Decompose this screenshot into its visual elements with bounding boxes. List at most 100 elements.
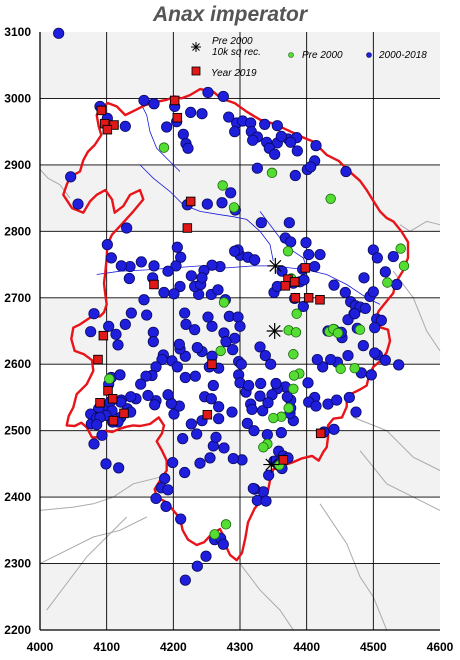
- blue-record-dot: [142, 389, 154, 402]
- red-record-square: [172, 112, 183, 123]
- blue-record-dot: [257, 405, 269, 417]
- blue-record-dot: [140, 370, 152, 382]
- red-record-square: [315, 428, 326, 439]
- green-record-dot: [288, 349, 299, 360]
- green-record-dot: [282, 246, 294, 257]
- blue-record-dot: [234, 320, 246, 332]
- x-tick-label: 4500: [360, 640, 387, 654]
- blue-record-dot: [147, 326, 159, 338]
- blue-record-dot: [179, 466, 191, 479]
- blue-record-dot: [72, 198, 84, 210]
- y-tick-label: 2600: [4, 357, 31, 371]
- blue-record-dot: [119, 120, 131, 132]
- blue-record-dot: [302, 377, 314, 389]
- blue-record-dot: [289, 169, 301, 182]
- blue-record-dot: [218, 442, 230, 454]
- green-record-dot: [209, 529, 220, 540]
- blue-record-dot: [350, 406, 362, 418]
- blue-record-dot: [189, 370, 201, 382]
- blue-record-dot: [119, 318, 131, 330]
- blue-record-dot: [206, 259, 218, 271]
- legend-red-square-icon: [191, 66, 201, 76]
- blue-record-dot: [369, 347, 381, 359]
- y-tick-label: 3100: [4, 25, 31, 39]
- blue-record-dot: [85, 326, 97, 338]
- blue-record-dot: [265, 358, 277, 370]
- y-tick-label: 2800: [4, 224, 31, 238]
- blue-record-dot: [217, 538, 229, 550]
- river-line: [139, 164, 274, 262]
- blue-record-dot: [275, 427, 287, 439]
- y-tick-label: 2200: [4, 623, 31, 637]
- blue-record-dot: [387, 250, 399, 263]
- blue-record-dot: [177, 433, 189, 445]
- blue-record-dot: [343, 391, 355, 404]
- neighbour-line: [239, 563, 294, 631]
- blue-record-dot: [367, 286, 379, 298]
- y-tick-label: 2900: [4, 158, 31, 172]
- blue-record-dot: [115, 260, 127, 272]
- blue-record-dot: [112, 339, 124, 351]
- blue-record-dot: [342, 349, 354, 362]
- x-tick-label: 4600: [427, 640, 454, 654]
- asterisk-marker: [263, 456, 280, 473]
- blue-record-dot: [285, 236, 297, 248]
- green-record-dot: [288, 370, 300, 381]
- blue-record-dot: [357, 340, 369, 352]
- red-record-square: [315, 295, 325, 305]
- neighbour-boundaries: [39, 169, 441, 631]
- red-record-square: [149, 279, 159, 290]
- legend-pre2000-10k-label: Pre 2000 10k sq rec.: [212, 36, 261, 58]
- blue-record-dot: [259, 118, 271, 130]
- y-tick-label: 2400: [4, 490, 31, 504]
- blue-record-dot: [379, 354, 391, 366]
- blue-record-dot: [161, 121, 173, 133]
- green-record-dot: [332, 327, 344, 339]
- legend-blue-dot-icon: [366, 52, 372, 58]
- blue-record-dot: [149, 399, 161, 411]
- red-record-square: [207, 359, 217, 369]
- red-record-square: [93, 354, 103, 365]
- blue-record-dot: [88, 308, 100, 320]
- x-tick-label: 4300: [227, 640, 254, 654]
- blue-record-dot: [170, 260, 182, 272]
- blue-record-dot: [88, 438, 100, 450]
- blue-record-dot: [262, 397, 274, 409]
- blue-record-dot: [191, 560, 203, 572]
- blue-record-dot: [113, 462, 125, 474]
- blue-record-dot: [205, 393, 217, 405]
- blue-record-dot: [141, 309, 153, 321]
- blue-record-dot: [261, 429, 273, 441]
- blue-record-dot: [171, 361, 183, 373]
- neighbour-line: [319, 503, 388, 631]
- y-tick-label: 2500: [4, 424, 31, 438]
- blue-record-dot: [305, 161, 317, 173]
- blue-record-dot: [91, 419, 103, 431]
- blue-record-dot: [201, 198, 213, 210]
- red-record-square: [95, 398, 105, 408]
- blue-record-dot: [259, 349, 271, 362]
- y-tick-label: 2700: [4, 291, 31, 305]
- blue-record-dot: [110, 328, 122, 340]
- blue-record-dot: [391, 278, 403, 291]
- green-record-dot: [290, 327, 302, 338]
- blue-record-dot: [298, 274, 310, 286]
- y-tick-label: 2300: [4, 557, 31, 571]
- blue-record-dot: [232, 311, 244, 323]
- blue-record-dot: [243, 379, 255, 392]
- blue-record-dot: [191, 428, 203, 440]
- blue-record-dot: [123, 272, 135, 285]
- neighbour-line: [39, 476, 161, 511]
- blue-record-dot: [254, 390, 266, 402]
- blue-record-dot: [251, 162, 263, 174]
- blue-record-dot: [271, 120, 283, 132]
- blue-record-dot: [314, 248, 326, 261]
- blue-record-dot: [103, 320, 115, 332]
- blue-record-dot: [225, 187, 237, 199]
- blue-record-dot: [180, 318, 192, 330]
- blue-record-dot: [349, 308, 361, 320]
- green-record-dot: [325, 193, 336, 204]
- blue-record-dot: [206, 320, 218, 332]
- blue-record-dot: [263, 469, 275, 481]
